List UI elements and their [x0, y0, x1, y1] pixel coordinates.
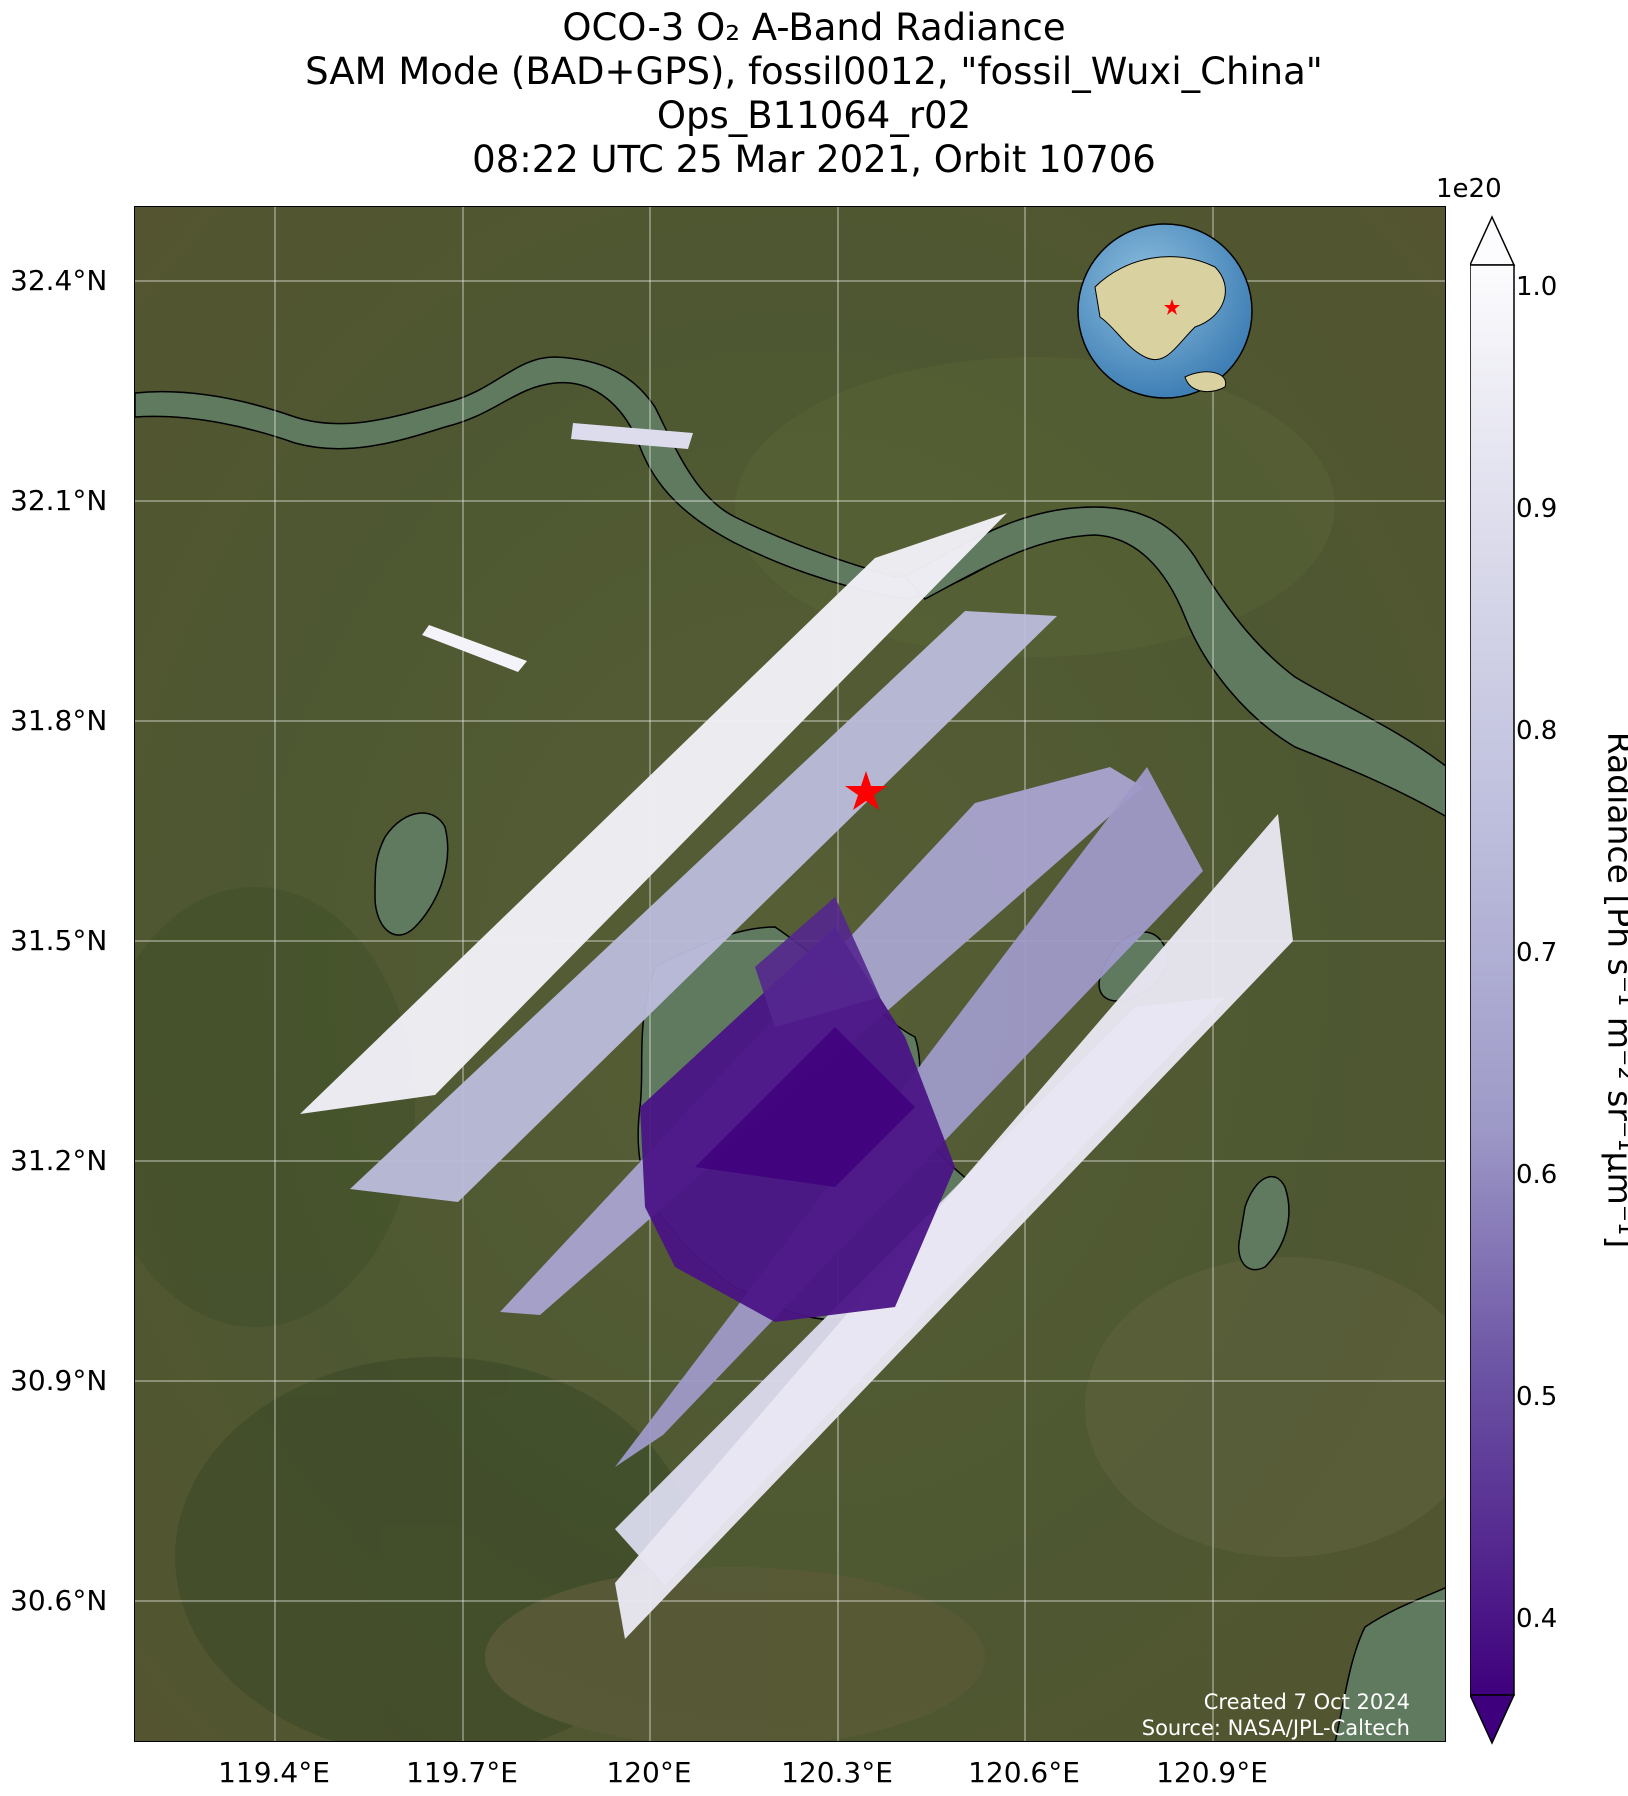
- credit-created: Created 7 Oct 2024: [1203, 1690, 1410, 1714]
- colorbar-tick-4: 0.7: [1516, 938, 1558, 968]
- swath-mid-core: [695, 1027, 915, 1187]
- lat-tick-3: 31.8°N: [10, 704, 108, 737]
- yangtze-river-east: [903, 506, 1445, 817]
- credit-source: Source: NASA/JPL-Caltech: [1141, 1716, 1410, 1740]
- colorbar-extend-top: [1470, 215, 1516, 266]
- lat-tick-2: 32.1°N: [10, 484, 108, 517]
- colorbar-tick-1: 1.0: [1516, 272, 1558, 302]
- lat-tick-4: 31.5°N: [10, 924, 108, 957]
- dianshan-lake: [1238, 1175, 1290, 1271]
- lon-tick-5: 120.6°E: [968, 1756, 1080, 1789]
- colorbar-tick-2: 0.9: [1516, 494, 1558, 524]
- colorbar-exponent: 1e20: [1436, 174, 1502, 204]
- swath-dark-core-2: [755, 897, 880, 1027]
- map-svg: [135, 207, 1445, 1741]
- lat-tick-6: 30.9°N: [10, 1364, 108, 1397]
- map-panel[interactable]: [134, 206, 1446, 1742]
- swath-1: [300, 513, 1007, 1114]
- swath-fragment-north: [571, 423, 693, 449]
- colorbar-extend-bottom: [1470, 1694, 1516, 1745]
- colorbar-tick-7: 0.4: [1516, 1604, 1558, 1634]
- colorbar-tick-6: 0.5: [1516, 1382, 1558, 1412]
- lon-tick-6: 120.9°E: [1156, 1756, 1268, 1789]
- title-line-2: SAM Mode (BAD+GPS), fossil0012, "fossil_…: [305, 50, 1323, 93]
- lon-tick-3: 120°E: [606, 1756, 692, 1789]
- colorbar-label: Radiance [Ph s⁻¹ m⁻² sr⁻¹μm⁻¹]: [1600, 731, 1628, 1249]
- lon-tick-4: 120.3°E: [781, 1756, 893, 1789]
- swath-2: [350, 611, 1057, 1202]
- colorbar-gradient: [1470, 264, 1515, 1696]
- title-line-3: Ops_B11064_r02: [656, 94, 972, 137]
- lat-tick-5: 31.2°N: [10, 1144, 108, 1177]
- inset-globe: [1077, 223, 1253, 399]
- lake-gucheng: [374, 812, 449, 936]
- radiance-swaths: [300, 423, 1293, 1639]
- title-line-1: OCO-3 O₂ A-Band Radiance: [562, 6, 1066, 49]
- lon-tick-1: 119.4°E: [218, 1756, 330, 1789]
- title-line-4: 08:22 UTC 25 Mar 2021, Orbit 10706: [472, 138, 1156, 181]
- lat-tick-7: 30.6°N: [10, 1584, 108, 1617]
- swath-6: [615, 814, 1293, 1639]
- lon-tick-2: 119.7°E: [406, 1756, 518, 1789]
- target-star-marker: [845, 771, 887, 810]
- colorbar-tick-5: 0.6: [1516, 1160, 1558, 1190]
- colorbar: [1470, 215, 1516, 1745]
- lat-tick-1: 32.4°N: [10, 264, 108, 297]
- coast-southeast: [1334, 1587, 1445, 1741]
- colorbar-tick-3: 0.8: [1516, 716, 1558, 746]
- swath-fragment-west: [422, 625, 527, 672]
